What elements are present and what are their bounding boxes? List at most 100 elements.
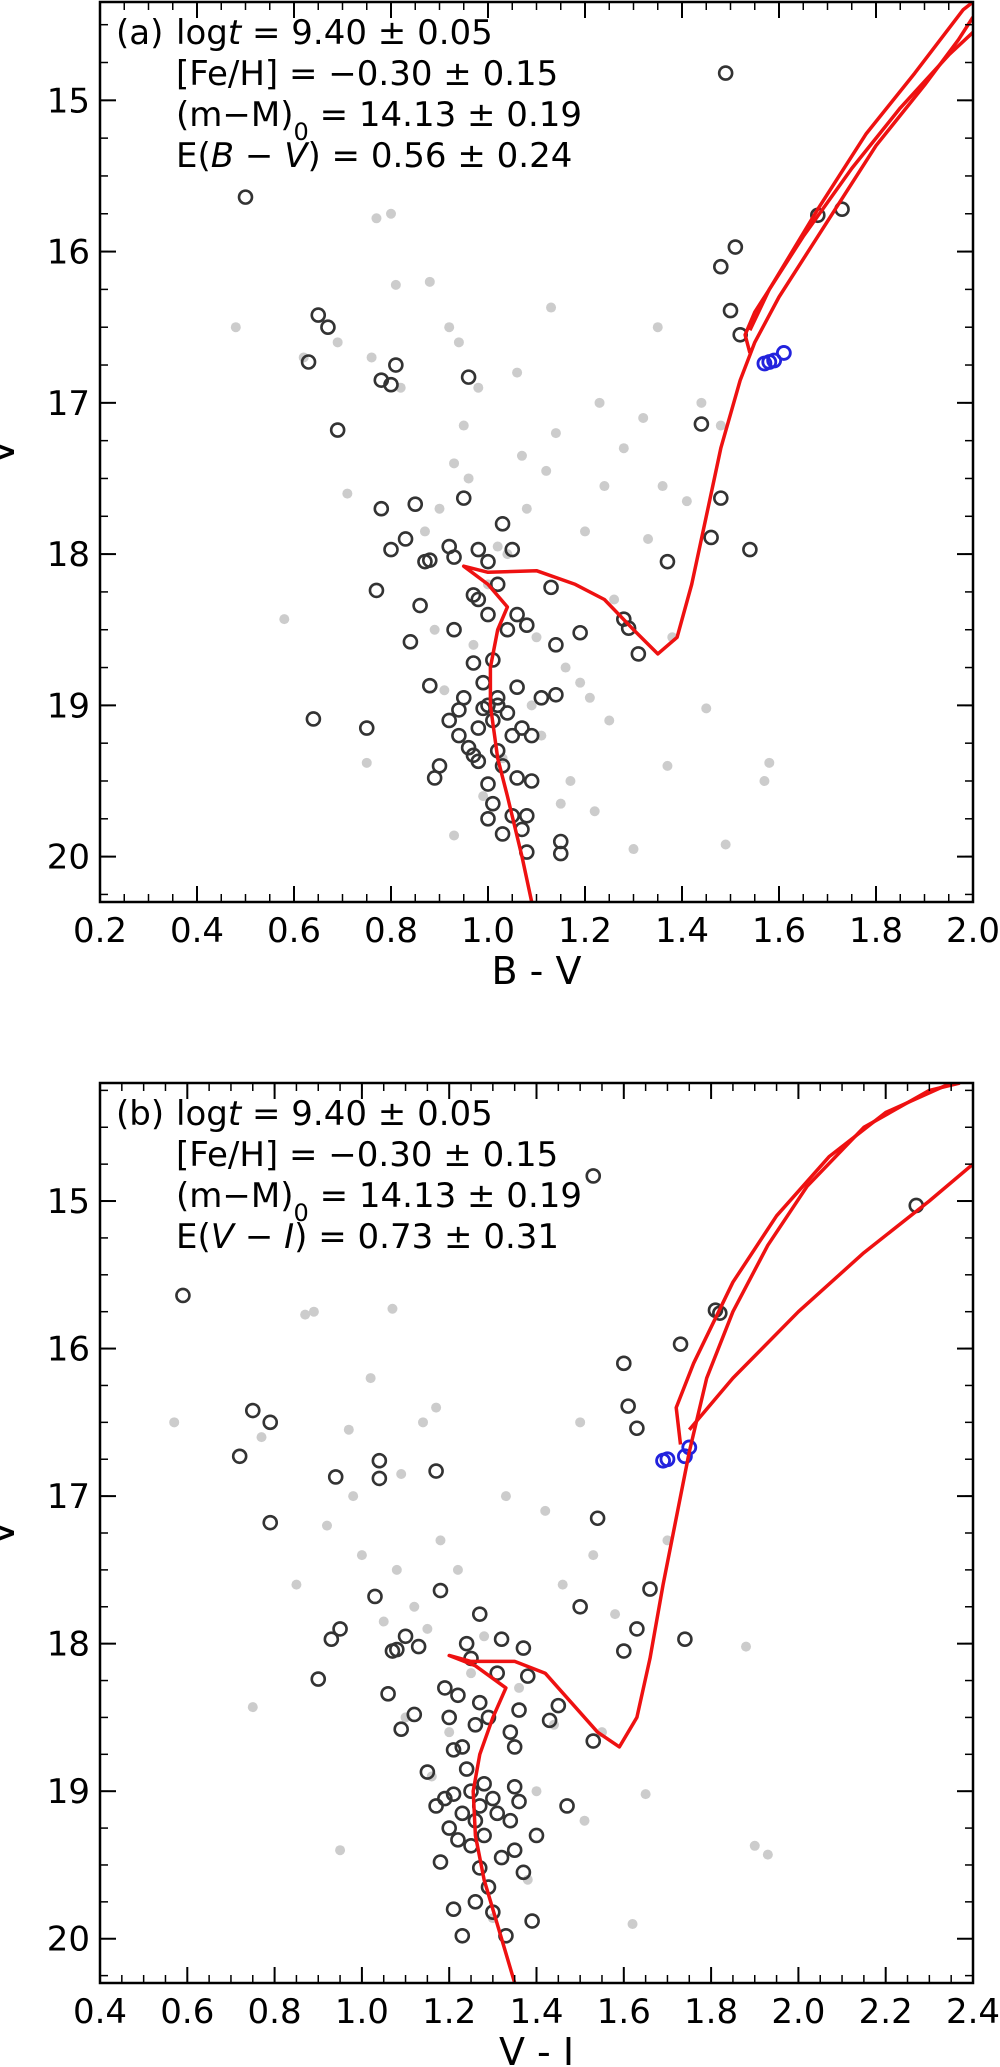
fit-parameter-annotation: logt = 9.40 ± 0.05 xyxy=(176,13,493,53)
field-star-point xyxy=(662,760,673,771)
field-star-point xyxy=(230,322,241,333)
y-tick-label: 15 xyxy=(47,81,90,121)
field-star-point xyxy=(584,692,595,703)
y-tick-label: 18 xyxy=(47,535,90,575)
member-star-point xyxy=(465,655,482,671)
member-star-point xyxy=(506,1842,523,1859)
field-star-point xyxy=(749,1840,760,1851)
member-star-point xyxy=(410,1638,427,1655)
field-star-point xyxy=(579,1815,590,1826)
y-tick-label: 17 xyxy=(47,1477,90,1517)
member-star-point xyxy=(717,65,734,81)
member-star-point xyxy=(480,553,496,570)
member-star-point xyxy=(712,490,729,506)
field-star-point xyxy=(396,1468,407,1479)
field-star-point xyxy=(580,526,590,537)
member-star-point xyxy=(541,1712,558,1729)
member-star-point xyxy=(402,634,419,650)
field-star-point xyxy=(468,639,479,650)
member-star-point xyxy=(383,541,399,558)
member-star-point xyxy=(703,529,719,546)
field-star-point xyxy=(618,443,629,454)
field-star-point xyxy=(589,806,600,817)
x-tick-label: 1.8 xyxy=(849,911,903,951)
member-star-point xyxy=(559,1798,575,1814)
member-star-point xyxy=(412,597,428,614)
field-star-point xyxy=(531,632,542,643)
x-tick-label: 1.4 xyxy=(655,911,709,951)
member-star-point xyxy=(450,1832,466,1848)
field-star-point xyxy=(526,700,537,711)
member-star-point xyxy=(445,1901,462,1918)
field-star-point xyxy=(640,1789,651,1800)
x-tick-label: 1.8 xyxy=(684,1992,738,2032)
field-star-point xyxy=(361,757,372,768)
member-star-point xyxy=(493,1849,510,1866)
x-axis-label: B - V xyxy=(492,949,582,993)
member-star-point xyxy=(244,1402,261,1419)
field-star-point xyxy=(643,533,654,544)
field-star-point xyxy=(279,614,290,625)
field-star-point xyxy=(531,1786,542,1797)
y-axis-label: V xyxy=(0,1520,23,1546)
member-star-point xyxy=(175,1287,191,1304)
field-star-point xyxy=(594,397,605,408)
member-star-point xyxy=(502,1812,519,1829)
field-star-point xyxy=(391,1564,402,1575)
member-star-point xyxy=(659,553,676,570)
member-star-point xyxy=(389,1641,405,1658)
field-star-point xyxy=(604,715,615,726)
field-star-point xyxy=(762,1849,773,1860)
field-star-point xyxy=(560,662,571,673)
isochrone-line xyxy=(674,1083,952,1445)
field-star-point xyxy=(356,1550,367,1561)
field-star-point xyxy=(169,1417,180,1428)
member-star-point xyxy=(480,697,496,714)
x-tick-label: 0.8 xyxy=(248,1992,302,2032)
member-star-point xyxy=(432,1582,449,1599)
field-star-point xyxy=(378,1616,389,1627)
field-star-point xyxy=(609,594,620,605)
fit-parameter-annotation: E(V − I) = 0.73 ± 0.31 xyxy=(176,1217,559,1257)
member-star-point xyxy=(397,1628,414,1645)
member-star-point xyxy=(446,549,462,565)
member-star-point xyxy=(629,1621,645,1637)
member-star-point xyxy=(511,1793,527,1810)
member-star-point xyxy=(407,496,424,512)
field-star-point xyxy=(575,677,586,688)
field-star-point xyxy=(343,1424,354,1435)
x-tick-label: 0.6 xyxy=(160,1992,214,2032)
member-star-point xyxy=(629,1420,645,1437)
member-star-point xyxy=(421,552,438,568)
member-star-point xyxy=(672,1336,689,1352)
member-star-point xyxy=(585,1733,602,1749)
member-star-point xyxy=(642,1581,658,1597)
fit-parameter-annotation: E(B − V) = 0.56 ± 0.24 xyxy=(176,136,572,176)
member-star-point xyxy=(523,727,540,744)
member-star-point xyxy=(310,307,327,323)
member-star-point xyxy=(458,1761,475,1777)
member-star-point xyxy=(506,1739,523,1755)
field-star-point xyxy=(540,1505,551,1516)
member-star-point xyxy=(677,1631,693,1648)
field-star-point xyxy=(610,1609,621,1620)
x-tick-label: 2.0 xyxy=(771,1992,825,2032)
member-star-point xyxy=(310,1671,327,1687)
y-tick-label: 18 xyxy=(47,1625,90,1665)
member-star-point xyxy=(528,1827,545,1844)
member-star-point xyxy=(722,302,739,319)
member-star-point xyxy=(454,1739,471,1755)
member-star-point xyxy=(480,776,496,792)
field-star-point xyxy=(696,397,707,408)
member-star-point xyxy=(515,1864,532,1881)
x-tick-label: 0.6 xyxy=(267,911,321,951)
member-star-point xyxy=(550,1697,567,1714)
member-star-point xyxy=(518,617,535,633)
y-axis-label: V xyxy=(0,439,23,465)
field-star-point xyxy=(565,775,576,786)
member-star-point xyxy=(509,770,525,786)
field-star-point xyxy=(701,703,712,714)
member-star-point xyxy=(620,1398,636,1414)
y-tick-label: 19 xyxy=(47,686,90,726)
member-star-point xyxy=(428,1463,444,1479)
